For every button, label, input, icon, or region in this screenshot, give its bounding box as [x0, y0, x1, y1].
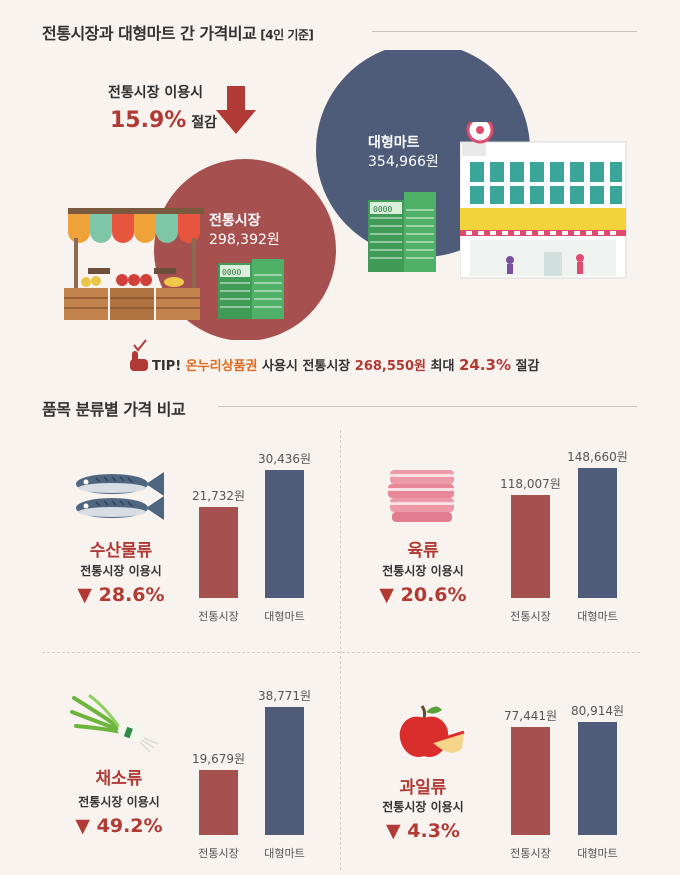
bar-value-label: 148,660원 — [567, 450, 628, 464]
tip-suffix: 절감 — [515, 359, 540, 374]
bar-category-label: 대형마트 — [264, 610, 305, 623]
bar-market — [199, 770, 238, 835]
section2-title: 품목 분류별 가격 비교 — [42, 400, 186, 419]
bar-mart — [578, 722, 617, 835]
svg-text:0000: 0000 — [222, 268, 241, 277]
page-title-basis: [4인 기준] — [260, 28, 314, 42]
grid-divider-vertical — [340, 430, 341, 870]
bar-market — [199, 507, 238, 598]
category-subtitle: 전통시장 이용시 — [78, 795, 160, 809]
category-saving: ▼ 4.3% — [386, 820, 460, 842]
bar-market — [511, 495, 550, 598]
mart-label: 대형마트 354,966원 — [368, 134, 439, 172]
category-saving: ▼ 20.6% — [379, 584, 467, 606]
title-rule — [372, 31, 637, 32]
section2-rule — [218, 406, 637, 407]
hero-saving-pct: 15.9% — [110, 108, 187, 133]
bar-category-label: 전통시장 — [198, 847, 239, 860]
market-money-icon: 0000 — [218, 259, 284, 319]
bar-category-label: 대형마트 — [264, 847, 305, 860]
bar-value-label: 21,732원 — [191, 489, 246, 503]
bar-category-label: 전통시장 — [510, 610, 551, 623]
tip-line: TIP! 온누리상품권 사용시 전통시장 268,550원 최대 24.3% 절… — [152, 355, 539, 374]
tip-voucher: 온누리상품권 — [185, 359, 258, 374]
grid-divider-horizontal — [42, 652, 640, 653]
bar-category-label: 대형마트 — [577, 847, 618, 860]
category-subtitle: 전통시장 이용시 — [382, 800, 464, 814]
bar-category-label: 대형마트 — [577, 610, 618, 623]
bar-value-label: 80,914원 — [570, 704, 625, 718]
mart-money-icon: 0000 — [368, 192, 436, 272]
tip-pct: 24.3% — [458, 356, 511, 374]
apple-icon — [399, 705, 465, 758]
hero-use-label: 전통시장 이용시 — [108, 85, 204, 101]
bar-category-label: 전통시장 — [198, 610, 239, 623]
svg-text:0000: 0000 — [373, 205, 392, 214]
bar-value-label: 118,007원 — [500, 477, 561, 491]
page-title: 전통시장과 대형마트 간 가격비교 [4인 기준] — [42, 20, 314, 44]
mart-building-icon — [460, 122, 627, 279]
market-name: 전통시장 — [209, 213, 261, 229]
tip-text2: 최대 — [430, 359, 455, 374]
meat-icon — [388, 470, 454, 522]
bar-market — [511, 727, 550, 835]
category-title: 채소류 — [95, 769, 143, 789]
hero-saving: 15.9% 절감 — [110, 106, 217, 136]
page-title-text: 전통시장과 대형마트 간 가격비교 — [42, 24, 257, 43]
tip-prefix: TIP! — [152, 359, 182, 374]
category-saving: ▼ 28.6% — [77, 584, 165, 606]
category-saving: ▼ 49.2% — [75, 815, 163, 837]
bar-mart — [265, 707, 304, 835]
bar-value-label: 77,441원 — [503, 709, 558, 723]
market-price: 298,392원 — [209, 231, 280, 248]
market-stall-icon — [64, 208, 204, 320]
fish-icon — [76, 472, 164, 520]
tip-price: 268,550원 — [354, 359, 426, 374]
hero-saving-suffix: 절감 — [191, 115, 217, 131]
category-subtitle: 전통시장 이용시 — [382, 564, 464, 578]
tip-text1: 사용시 전통시장 — [262, 359, 351, 374]
market-label: 전통시장 298,392원 — [209, 212, 280, 250]
mart-price: 354,966원 — [368, 153, 439, 170]
down-arrow-icon — [216, 86, 256, 134]
mart-name: 대형마트 — [368, 135, 420, 151]
bar-mart — [578, 468, 617, 598]
bar-value-label: 19,679원 — [191, 752, 246, 766]
category-subtitle: 전통시장 이용시 — [80, 564, 162, 578]
category-title: 과일류 — [399, 778, 447, 798]
category-title: 육류 — [407, 541, 439, 561]
bar-mart — [265, 470, 304, 598]
category-title: 수산물류 — [89, 541, 153, 561]
bar-category-label: 전통시장 — [510, 847, 551, 860]
bar-value-label: 30,436원 — [257, 452, 312, 466]
pointing-hand-icon — [130, 339, 148, 371]
vegetable-icon — [70, 694, 159, 753]
bar-value-label: 38,771원 — [257, 689, 312, 703]
